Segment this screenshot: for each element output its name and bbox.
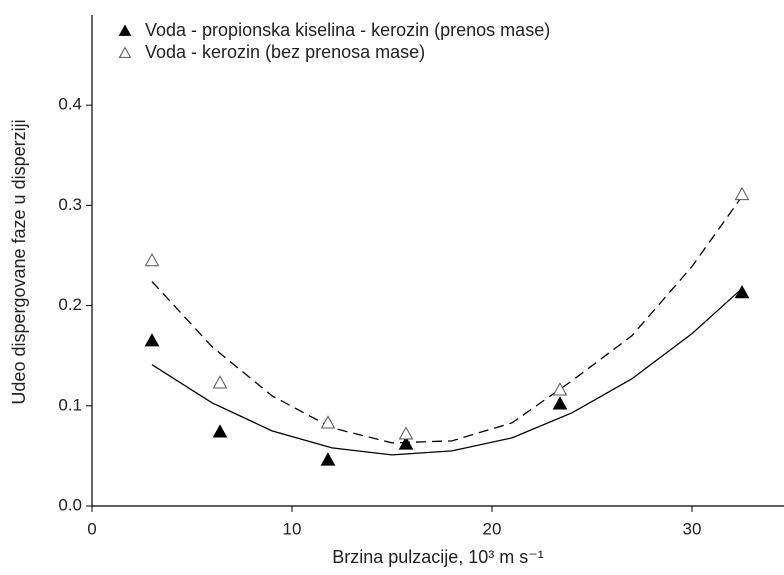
data-point (552, 382, 568, 396)
x-tick-label: 20 (483, 519, 502, 538)
legend-label: Voda - kerozin (bez prenosa mase) (145, 42, 425, 62)
data-point (734, 285, 750, 299)
data-point (320, 415, 336, 429)
y-axis-label: Udeo dispergovane faze u disperziji (9, 119, 29, 404)
data-point (734, 186, 750, 201)
y-tick-label: 0.2 (58, 295, 82, 314)
data-point (398, 436, 414, 450)
legend-marker (118, 24, 132, 36)
x-tick-label: 0 (87, 519, 96, 538)
fit-line (151, 288, 743, 456)
data-point (552, 396, 568, 410)
legend-marker (118, 46, 132, 58)
y-tick-label: 0.1 (58, 395, 82, 414)
legend-label: Voda - propionska kiselina - kerozin (pr… (145, 20, 550, 40)
data-point (212, 375, 228, 389)
fit-line (151, 195, 743, 444)
x-tick-label: 10 (283, 519, 302, 538)
data-point (212, 424, 228, 438)
y-tick-label: 0.4 (58, 95, 82, 114)
data-point (144, 333, 160, 347)
data-point (398, 426, 414, 440)
y-tick-label: 0.3 (58, 195, 82, 214)
x-tick-label: 30 (683, 519, 702, 538)
x-axis-label: Brzina pulzacije, 10³ m s⁻¹ (332, 547, 544, 567)
data-point (144, 252, 160, 267)
data-point (320, 452, 336, 466)
y-tick-label: 0.0 (58, 495, 82, 514)
